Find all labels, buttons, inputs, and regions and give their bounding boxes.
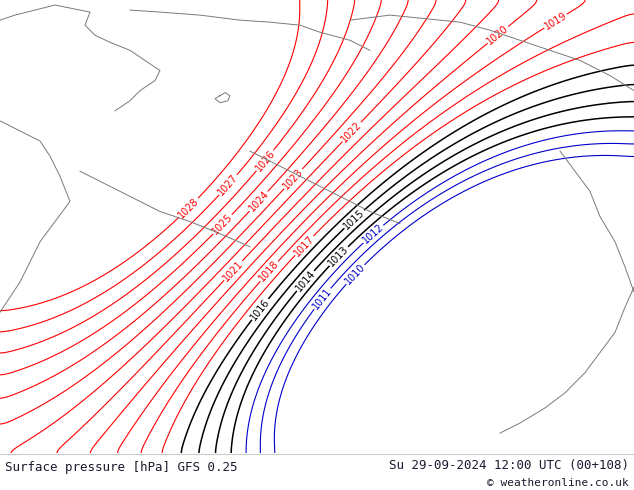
Text: 1021: 1021 bbox=[221, 258, 245, 283]
Text: 1011: 1011 bbox=[311, 286, 334, 311]
Text: 1028: 1028 bbox=[176, 196, 201, 220]
Text: 1018: 1018 bbox=[257, 259, 281, 284]
Text: 1027: 1027 bbox=[216, 172, 240, 197]
Text: 1026: 1026 bbox=[254, 148, 277, 173]
Text: 1019: 1019 bbox=[543, 10, 569, 32]
Text: 1020: 1020 bbox=[485, 23, 511, 47]
Text: 1013: 1013 bbox=[327, 244, 351, 269]
Text: 1025: 1025 bbox=[210, 212, 235, 237]
Text: Surface pressure [hPa] GFS 0.25: Surface pressure [hPa] GFS 0.25 bbox=[5, 461, 238, 474]
Text: 1024: 1024 bbox=[247, 189, 271, 214]
Text: Su 29-09-2024 12:00 UTC (00+108): Su 29-09-2024 12:00 UTC (00+108) bbox=[389, 459, 629, 471]
Text: 1017: 1017 bbox=[292, 233, 316, 258]
Text: 1014: 1014 bbox=[294, 269, 317, 294]
Text: 1023: 1023 bbox=[281, 167, 306, 191]
Text: 1016: 1016 bbox=[249, 296, 271, 322]
Text: 1010: 1010 bbox=[343, 262, 367, 287]
Text: © weatheronline.co.uk: © weatheronline.co.uk bbox=[487, 478, 629, 489]
Text: 1022: 1022 bbox=[340, 120, 364, 144]
Text: 1015: 1015 bbox=[342, 207, 366, 231]
Text: 1012: 1012 bbox=[361, 222, 385, 246]
